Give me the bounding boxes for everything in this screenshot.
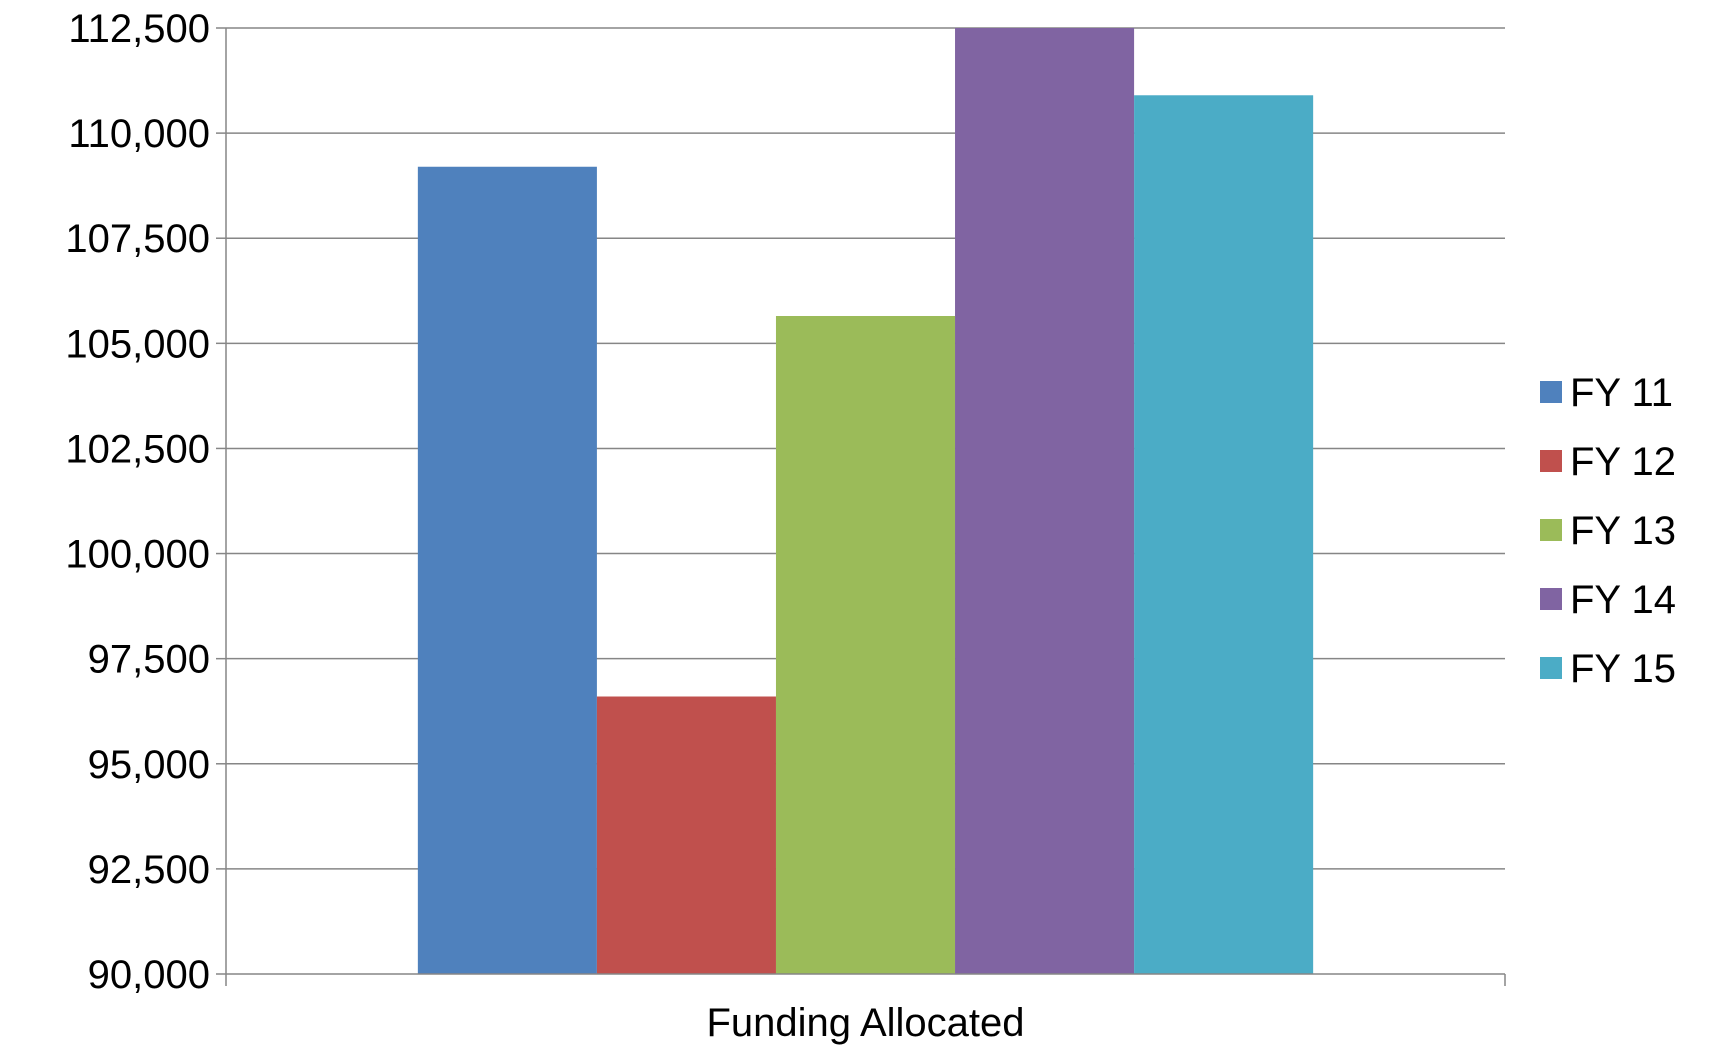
x-category-labels: Funding Allocated xyxy=(706,1001,1024,1045)
bar-fy-13 xyxy=(775,316,956,974)
x-category-label: Funding Allocated xyxy=(706,1001,1024,1045)
y-tick-label: 102,500 xyxy=(65,427,210,471)
legend-label: FY 13 xyxy=(1570,509,1676,553)
bar-fy-15 xyxy=(1134,95,1314,974)
axes xyxy=(216,27,1506,986)
y-tick-label: 90,000 xyxy=(88,953,210,997)
legend-label: FY 15 xyxy=(1570,647,1676,691)
y-tick-labels: 90,000 92,500 95,000 97,500 100,000 102,500 10… xyxy=(65,7,210,997)
legend-label: FY 11 xyxy=(1570,371,1673,415)
legend-label: FY 12 xyxy=(1570,440,1676,484)
bar-fy-12 xyxy=(596,696,776,974)
bar-fy-14 xyxy=(955,28,1135,974)
legend-swatch xyxy=(1540,657,1562,679)
bars xyxy=(417,28,1314,974)
y-tick-label: 112,500 xyxy=(68,7,210,51)
y-tick-label: 110,000 xyxy=(68,112,210,156)
legend-swatch xyxy=(1540,450,1562,472)
y-tick-label: 100,000 xyxy=(65,533,210,577)
y-tick-label: 105,000 xyxy=(65,322,210,366)
y-tick-label: 97,500 xyxy=(88,638,210,682)
legend-label: FY 14 xyxy=(1570,578,1676,622)
legend-swatch xyxy=(1540,381,1562,403)
legend-swatch xyxy=(1540,519,1562,541)
legend: FY 11 FY 12 FY 13 FY 14 FY 15 xyxy=(1540,371,1676,691)
bar-fy-11 xyxy=(417,166,597,974)
y-tick-label: 107,500 xyxy=(65,217,210,261)
y-tick-label: 92,500 xyxy=(88,848,210,892)
y-tick-label: 95,000 xyxy=(88,743,210,787)
legend-swatch xyxy=(1540,588,1562,610)
